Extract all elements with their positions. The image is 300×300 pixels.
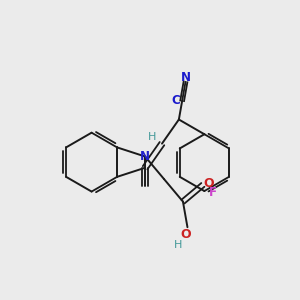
- Text: H: H: [174, 240, 182, 250]
- Text: O: O: [180, 228, 191, 241]
- Text: N: N: [181, 71, 191, 84]
- Text: O: O: [204, 177, 214, 190]
- Text: F: F: [209, 186, 217, 199]
- Text: H: H: [148, 132, 157, 142]
- Text: N: N: [140, 150, 150, 163]
- Text: C: C: [172, 94, 180, 107]
